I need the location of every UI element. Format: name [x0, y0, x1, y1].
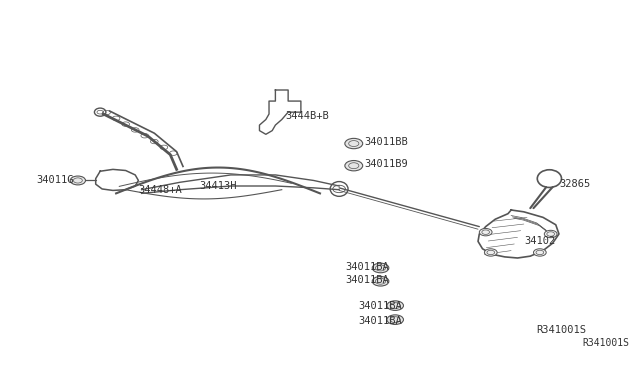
- Text: 34011BA: 34011BA: [358, 301, 402, 311]
- Text: 34011BA: 34011BA: [346, 275, 389, 285]
- Text: 34011B9: 34011B9: [365, 159, 408, 169]
- Text: 34448+A: 34448+A: [138, 185, 182, 195]
- Text: 34413H: 34413H: [199, 181, 236, 191]
- Circle shape: [372, 276, 389, 286]
- Circle shape: [484, 249, 497, 256]
- Circle shape: [372, 263, 389, 273]
- Text: 3444B+B: 3444B+B: [285, 111, 329, 121]
- Circle shape: [534, 249, 546, 256]
- Text: 34011G: 34011G: [36, 176, 74, 186]
- Text: 34102: 34102: [524, 236, 555, 246]
- Circle shape: [345, 161, 363, 171]
- Circle shape: [70, 176, 86, 185]
- Circle shape: [345, 138, 363, 149]
- Circle shape: [479, 228, 492, 236]
- Text: 32865: 32865: [559, 179, 590, 189]
- Circle shape: [544, 230, 557, 238]
- Circle shape: [387, 301, 403, 310]
- Text: 34011BA: 34011BA: [358, 316, 402, 326]
- Text: R341001S: R341001S: [537, 325, 587, 335]
- Text: 34011BB: 34011BB: [365, 137, 408, 147]
- Text: 34011BA: 34011BA: [346, 262, 389, 272]
- Text: R341001S: R341001S: [582, 339, 629, 349]
- Circle shape: [387, 315, 403, 324]
